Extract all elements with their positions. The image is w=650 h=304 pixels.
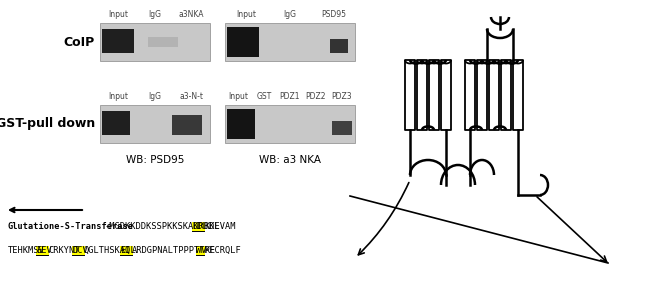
Bar: [196, 246, 205, 254]
Text: PDZ2: PDZ2: [306, 92, 326, 101]
Text: KFCRQLF: KFCRQLF: [204, 246, 240, 255]
Bar: [102, 29, 134, 53]
Text: QGLTHSKAQ: QGLTHSKAQ: [84, 246, 131, 255]
Bar: [330, 39, 348, 53]
Text: IgG: IgG: [283, 10, 296, 19]
Bar: [100, 105, 210, 143]
Bar: [477, 60, 487, 130]
Bar: [465, 60, 475, 130]
Bar: [513, 60, 523, 130]
Text: Input: Input: [109, 92, 128, 101]
Bar: [225, 23, 355, 61]
Bar: [148, 37, 178, 47]
Text: Glutatione-S-Transferase: Glutatione-S-Transferase: [8, 222, 134, 231]
Text: GST-pull down: GST-pull down: [0, 118, 95, 130]
Text: CoIP: CoIP: [64, 36, 95, 49]
Bar: [172, 115, 202, 135]
Text: -MGDKKDDKSSPKKSKAKRRDL: -MGDKKDDKSSPKKSKAKRRDL: [104, 222, 220, 231]
Bar: [332, 121, 352, 135]
Text: WB: PSD95: WB: PSD95: [126, 155, 184, 165]
Text: EEV: EEV: [36, 246, 52, 255]
Text: WB: a3 NKA: WB: a3 NKA: [259, 155, 321, 165]
Text: KKEVAM: KKEVAM: [204, 222, 235, 231]
Text: ARDGPNALTPPPTTPE: ARDGPNALTPPPTTPE: [132, 246, 216, 255]
Bar: [36, 246, 49, 254]
Text: CRKYNT: CRKYNT: [48, 246, 79, 255]
Bar: [102, 111, 130, 135]
Bar: [100, 23, 210, 61]
Text: PDZ1: PDZ1: [280, 92, 300, 101]
Bar: [441, 60, 451, 130]
Text: GST: GST: [256, 92, 272, 101]
Text: Input: Input: [237, 10, 257, 19]
Text: a3NKA: a3NKA: [179, 10, 204, 19]
Text: WV: WV: [196, 246, 207, 255]
Text: PSD95: PSD95: [321, 10, 346, 19]
Bar: [72, 246, 84, 254]
Text: TEHKMSV: TEHKMSV: [8, 246, 45, 255]
Text: DDL: DDL: [192, 222, 208, 231]
Bar: [227, 27, 259, 57]
Text: EIL: EIL: [120, 246, 136, 255]
Text: IgG: IgG: [148, 10, 161, 19]
Bar: [227, 109, 255, 139]
Bar: [501, 60, 511, 130]
Text: DCV: DCV: [72, 246, 88, 255]
Bar: [225, 105, 355, 143]
Bar: [192, 222, 205, 230]
Bar: [405, 60, 415, 130]
Text: Input: Input: [109, 10, 128, 19]
Bar: [120, 246, 133, 254]
Bar: [489, 60, 499, 130]
Text: PDZ3: PDZ3: [332, 92, 352, 101]
Text: IgG: IgG: [148, 92, 161, 101]
Bar: [417, 60, 427, 130]
Text: a3-N-t: a3-N-t: [179, 92, 203, 101]
Text: Input: Input: [228, 92, 248, 101]
Bar: [429, 60, 439, 130]
